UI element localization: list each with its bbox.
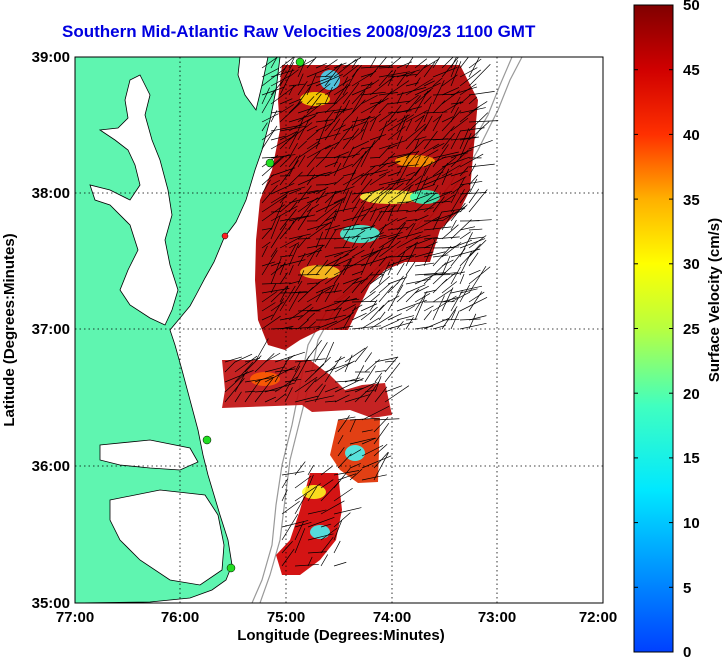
x-axis-label: Longitude (Degrees:Minutes): [237, 627, 445, 644]
y-tick-label: 36:00: [32, 458, 70, 475]
pamlico-sound: [109, 489, 225, 586]
x-tick-label: 76:00: [161, 609, 199, 626]
x-tick-label: 72:00: [579, 609, 617, 626]
colorbar: 50 45 40 35 30 25 20 15 10 5 0 Surface V…: [633, 0, 723, 659]
map-frame: [74, 56, 604, 604]
x-tick-label: 75:00: [267, 609, 305, 626]
station-marker: [226, 563, 236, 573]
albemarle-sound: [99, 439, 199, 471]
y-tick-label: 37:00: [32, 321, 70, 338]
land-mass: [75, 57, 281, 603]
colorbar-scale: [633, 4, 674, 653]
x-tick-label: 73:00: [478, 609, 516, 626]
colorbar-label: Surface Velocity (cm/s): [706, 218, 723, 382]
colorbar-tick-label: 50: [683, 0, 700, 14]
x-tick-label: 74:00: [373, 609, 411, 626]
map-grid: [75, 57, 603, 603]
x-tick-label: 77:00: [56, 609, 94, 626]
station-marker: [221, 232, 229, 240]
colorbar-tick-label: 20: [683, 386, 700, 403]
y-tick-label: 35:00: [32, 595, 70, 612]
hf-radar-stations: [202, 57, 305, 573]
colorbar-tick-label: 10: [683, 515, 700, 532]
y-axis: 39:00 38:00 37:00 36:00 35:00 Latitude (…: [1, 49, 70, 612]
velocity-vectors: [224, 57, 499, 567]
colorbar-tick-label: 30: [683, 256, 700, 273]
y-tick-label: 38:00: [32, 185, 70, 202]
x-axis: 77:00 76:00 75:00 74:00 73:00 72:00 Long…: [56, 609, 617, 644]
colorbar-tick-label: 5: [683, 580, 691, 597]
colorbar-tick-label: 15: [683, 450, 700, 467]
colorbar-tick-label: 45: [683, 62, 700, 79]
y-tick-label: 39:00: [32, 49, 70, 66]
delaware-bay: [237, 57, 269, 111]
colorbar-tick-label: 35: [683, 192, 700, 209]
chesapeake-bay: [89, 74, 179, 326]
station-marker: [265, 158, 275, 168]
colorbar-tick-label: 25: [683, 321, 700, 338]
y-axis-label: Latitude (Degrees:Minutes): [1, 233, 18, 426]
map-title: Southern Mid-Atlantic Raw Velocities 200…: [62, 22, 536, 41]
colorbar-tick-label: 0: [683, 644, 691, 659]
station-marker: [202, 435, 212, 445]
colorbar-tick-label: 40: [683, 127, 700, 144]
station-marker: [295, 57, 305, 67]
